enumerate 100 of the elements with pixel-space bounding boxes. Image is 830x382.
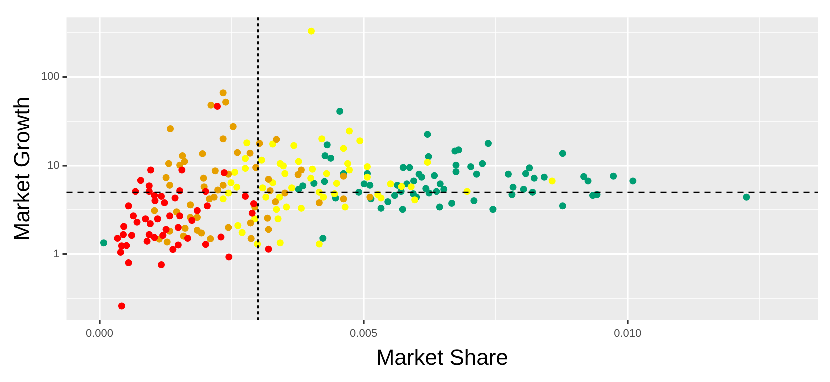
point <box>137 177 144 184</box>
point <box>266 187 274 194</box>
point <box>202 188 210 196</box>
point <box>125 202 132 210</box>
x-axis-title: Market Share <box>376 344 508 370</box>
point <box>147 166 154 174</box>
point <box>128 232 136 240</box>
point <box>134 218 141 226</box>
point <box>378 194 385 202</box>
point <box>172 194 179 202</box>
point <box>280 162 288 170</box>
point <box>333 180 340 188</box>
point <box>182 225 189 232</box>
point <box>346 166 354 174</box>
point <box>290 142 298 150</box>
point <box>228 179 235 186</box>
x-tick-label: 0.005 <box>350 328 378 340</box>
point <box>231 168 238 176</box>
point <box>125 259 132 266</box>
point <box>309 166 316 173</box>
point <box>162 174 170 182</box>
point <box>262 194 270 201</box>
y-axis-title: Market Growth <box>9 96 34 242</box>
point <box>166 182 174 189</box>
point <box>356 138 364 145</box>
point <box>220 182 227 189</box>
point <box>166 212 174 220</box>
point <box>242 193 250 200</box>
point <box>120 223 128 230</box>
point <box>174 242 182 249</box>
point <box>408 184 415 191</box>
point <box>167 126 174 133</box>
point <box>151 207 158 214</box>
point <box>244 140 251 147</box>
point <box>316 200 323 207</box>
point <box>178 166 186 174</box>
point <box>188 217 196 224</box>
point <box>342 204 349 211</box>
point <box>194 214 201 222</box>
point <box>295 158 302 166</box>
point <box>364 174 372 181</box>
point <box>298 204 305 212</box>
point <box>259 184 266 192</box>
point <box>158 193 166 200</box>
point <box>161 200 168 207</box>
point <box>264 214 272 222</box>
point <box>276 240 284 247</box>
y-tick-label: 100 <box>41 71 60 84</box>
point <box>118 302 126 310</box>
point <box>220 90 227 97</box>
point <box>387 180 394 188</box>
point <box>318 136 326 143</box>
point <box>258 156 266 164</box>
point <box>142 216 150 223</box>
point <box>294 171 302 178</box>
point <box>276 194 284 201</box>
point <box>170 246 177 254</box>
point <box>117 249 124 256</box>
point <box>158 261 166 268</box>
point <box>220 169 228 176</box>
point <box>265 226 272 234</box>
point <box>323 170 330 178</box>
point <box>206 196 214 203</box>
point <box>234 184 241 191</box>
point <box>247 220 254 227</box>
point <box>340 172 348 180</box>
point <box>320 194 328 201</box>
point <box>238 229 246 236</box>
point <box>212 168 219 175</box>
point <box>340 196 348 203</box>
point <box>162 226 170 234</box>
point <box>225 224 232 232</box>
point <box>364 163 372 170</box>
point <box>308 174 315 182</box>
point <box>346 128 354 135</box>
point <box>146 231 153 238</box>
point <box>222 98 230 106</box>
point <box>120 231 128 238</box>
point <box>398 183 406 190</box>
point <box>272 198 280 206</box>
point <box>204 202 211 210</box>
point <box>144 238 151 245</box>
point <box>214 102 222 110</box>
point <box>114 235 122 242</box>
point <box>288 184 296 192</box>
x-tick-label: 0.010 <box>614 328 642 340</box>
point <box>274 216 282 223</box>
point <box>230 123 237 130</box>
point <box>308 28 316 35</box>
point <box>146 182 153 190</box>
y-tick-label: 10 <box>48 160 60 172</box>
point <box>200 174 208 182</box>
point <box>269 140 276 148</box>
point <box>151 234 158 242</box>
point <box>273 206 280 214</box>
point <box>202 241 210 248</box>
x-tick-label: 0.000 <box>86 328 114 340</box>
point <box>225 190 232 197</box>
point <box>344 160 352 168</box>
point <box>273 136 280 144</box>
